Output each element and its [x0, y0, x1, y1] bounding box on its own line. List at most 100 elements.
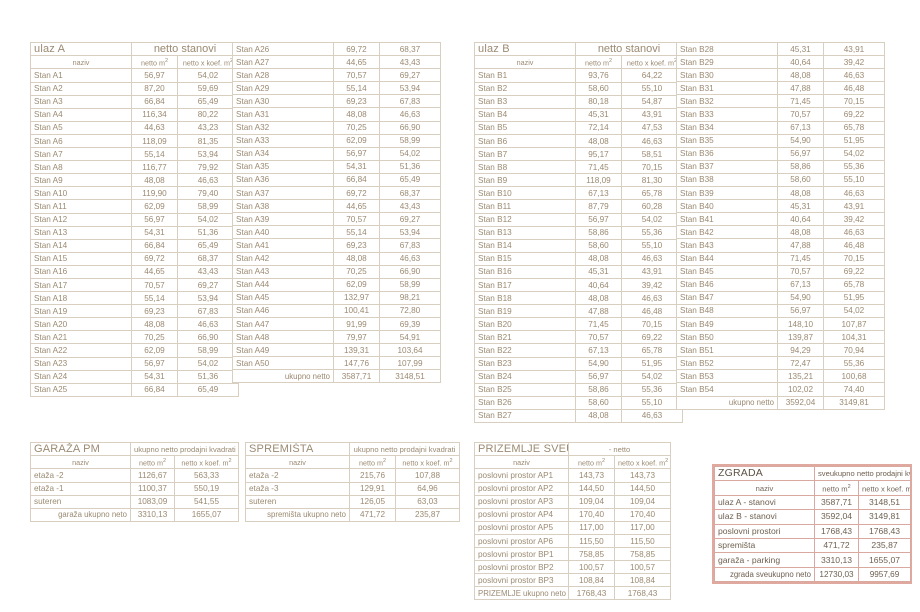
table-row: suteren 1083,09 541,55 — [30, 494, 239, 509]
cell-netto: 56,97 — [777, 146, 824, 161]
table-row: Stan A35 54,31 51,36 — [232, 159, 441, 174]
cell-netto: 66,84 — [131, 94, 178, 109]
cell-netto: 45,31 — [575, 107, 622, 122]
table-row: Stan B10 67,13 65,78 — [474, 186, 683, 201]
cell-netto-koef: 58,99 — [379, 133, 441, 148]
table-row: Stan B36 56,97 54,02 — [676, 146, 885, 161]
table-row: Stan A49 139,31 103,64 — [232, 343, 441, 358]
row-label: Stan A11 — [30, 199, 132, 214]
cell-netto-koef: 64,22 — [621, 68, 683, 83]
cell-netto-koef: 70,15 — [823, 94, 885, 109]
cell-netto-koef: 65,78 — [823, 120, 885, 135]
table-prizemlje-total-row: PRIZEMLJE ukupno neto 1768,43 1768,43 — [474, 586, 671, 601]
table-row: Stan A11 62,09 58,99 — [30, 199, 239, 214]
row-label: Stan A7 — [30, 147, 132, 162]
table-spremista-header-row: naziv netto m2 netto x koef. m2 — [245, 455, 460, 470]
cell-netto-koef: 69,27 — [379, 68, 441, 83]
cell-netto: 471,72 — [814, 537, 859, 554]
table-row: Stan A36 66,84 65,49 — [232, 172, 441, 188]
table-row: Stan B54 102,02 74,40 — [676, 382, 885, 397]
row-label: Stan B26 — [474, 395, 576, 410]
cell-netto-koef: 55,36 — [823, 356, 885, 371]
cell-netto-koef: 143,73 — [614, 468, 671, 483]
table-row: Stan A19 69,23 67,83 — [30, 304, 239, 319]
row-label: etaža -1 — [30, 481, 131, 496]
table-row: poslovni prostor AP6 115,50 115,50 — [474, 533, 671, 549]
row-label: Stan A17 — [30, 277, 132, 293]
table-row: Stan A47 91,99 69,39 — [232, 316, 441, 332]
table-row: Stan A41 69,23 67,83 — [232, 238, 441, 253]
table-row: Stan A46 100,41 72,80 — [232, 303, 441, 318]
cell-netto-koef: 65,49 — [177, 94, 239, 109]
cell-netto: 100,57 — [568, 560, 615, 575]
table-row: Stan A30 69,23 67,83 — [232, 94, 441, 109]
cell-netto: 48,08 — [575, 133, 622, 149]
row-label: poslovni prostori — [714, 523, 815, 539]
table-row: garaža - parking 3310,13 1655,07 — [714, 552, 911, 568]
row-label: Stan B38 — [676, 172, 778, 188]
total-label: ukupno netto — [676, 395, 778, 410]
table-row: Stan A26 69,72 68,37 — [232, 41, 441, 57]
cell-netto-koef: 46,63 — [621, 408, 683, 424]
cell-netto-koef: 550,19 — [174, 481, 239, 496]
table-ulaz-a-part1-col-name: naziv — [30, 55, 132, 70]
table-row: Stan B8 71,45 70,15 — [474, 160, 683, 175]
table-row: Stan B26 58,60 55,10 — [474, 395, 683, 410]
cell-netto: 48,08 — [131, 173, 178, 188]
cell-netto: 94,29 — [777, 343, 824, 358]
row-label: Stan B1 — [474, 68, 576, 83]
row-label: Stan B14 — [474, 238, 576, 253]
cell-netto-koef: 55,10 — [823, 172, 885, 188]
row-label: Stan B8 — [474, 160, 576, 175]
cell-netto-koef: 55,36 — [621, 382, 683, 397]
cell-netto-koef: 66,90 — [177, 330, 239, 345]
cell-netto: 48,08 — [333, 251, 380, 266]
cell-netto: 215,76 — [349, 468, 396, 483]
row-label: Stan A4 — [30, 107, 132, 122]
table-row: Stan B15 48,08 46,63 — [474, 251, 683, 266]
row-label: Stan A41 — [232, 238, 334, 253]
row-label: Stan A3 — [30, 94, 132, 109]
table-row: Stan B5 72,14 47,53 — [474, 120, 683, 135]
row-label: Stan B37 — [676, 159, 778, 174]
row-label: Stan B43 — [676, 238, 778, 253]
row-label: Stan A9 — [30, 173, 132, 188]
table-row: suteren 126,05 63,03 — [245, 494, 460, 509]
cell-netto: 47,88 — [777, 238, 824, 253]
table-row: etaža -2 1126,67 563,33 — [30, 468, 239, 483]
cell-netto: 44,65 — [333, 55, 380, 70]
cell-netto-koef: 43,43 — [379, 199, 441, 214]
table-row: Stan B48 56,97 54,02 — [676, 303, 885, 318]
cell-netto-koef: 103,64 — [379, 343, 441, 358]
table-row: Stan A16 44,65 43,43 — [30, 264, 239, 279]
row-label: Stan B10 — [474, 186, 576, 201]
row-label: Stan B22 — [474, 343, 576, 358]
cell-netto: 72,47 — [777, 356, 824, 371]
cell-netto: 55,14 — [333, 81, 380, 96]
row-label: Stan B32 — [676, 94, 778, 109]
cell-netto-koef: 54,87 — [621, 94, 683, 109]
cell-netto-koef: 758,85 — [614, 547, 671, 562]
table-garaza-col-netto-koef: netto x koef. m2 — [174, 455, 239, 470]
row-label: spremišta — [714, 537, 815, 554]
row-label: Stan B47 — [676, 290, 778, 305]
table-ulaz-a-part2: Stan A26 69,72 68,37 Stan A27 44,65 43,43 Stan… — [232, 41, 441, 384]
row-label: Stan A14 — [30, 238, 132, 253]
row-label: Stan A23 — [30, 356, 132, 371]
cell-netto: 170,40 — [568, 507, 615, 522]
cell-netto: 45,31 — [575, 264, 622, 279]
cell-netto-koef: 46,63 — [621, 291, 683, 306]
table-row: poslovni prostor AP1 143,73 143,73 — [474, 468, 671, 483]
table-row: Stan A20 48,08 46,63 — [30, 317, 239, 332]
cell-netto: 44,63 — [131, 120, 178, 135]
cell-netto-koef: 51,95 — [621, 356, 683, 371]
table-row: Stan B52 72,47 55,36 — [676, 356, 885, 371]
cell-netto: 3592,04 — [814, 509, 859, 525]
cell-netto-koef: 108,84 — [614, 573, 671, 588]
cell-netto-koef: 69,22 — [823, 264, 885, 279]
row-label: Stan A8 — [30, 160, 132, 175]
cell-netto-koef: 46,63 — [379, 251, 441, 266]
